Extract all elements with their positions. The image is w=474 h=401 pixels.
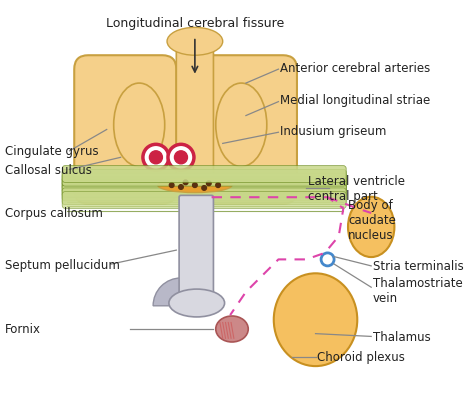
Circle shape — [216, 183, 220, 188]
Circle shape — [143, 145, 169, 171]
FancyBboxPatch shape — [62, 174, 346, 190]
Circle shape — [192, 183, 197, 188]
Text: Body of
caudate
nucleus: Body of caudate nucleus — [348, 198, 396, 241]
Text: Thalamostriate
vein: Thalamostriate vein — [373, 276, 463, 304]
Circle shape — [207, 182, 211, 186]
Text: Lateral ventricle
central part: Lateral ventricle central part — [308, 174, 405, 203]
FancyBboxPatch shape — [74, 56, 176, 204]
Text: Indusium griseum: Indusium griseum — [280, 125, 387, 138]
Circle shape — [202, 186, 207, 191]
Text: Callosal sulcus: Callosal sulcus — [5, 164, 91, 176]
Circle shape — [183, 180, 188, 185]
Ellipse shape — [158, 178, 232, 193]
Text: Stria terminalis: Stria terminalis — [373, 260, 464, 273]
FancyBboxPatch shape — [62, 185, 346, 201]
Ellipse shape — [167, 28, 223, 56]
FancyBboxPatch shape — [62, 177, 346, 194]
Ellipse shape — [348, 197, 394, 257]
Ellipse shape — [169, 290, 225, 317]
FancyBboxPatch shape — [62, 188, 346, 205]
Circle shape — [168, 145, 194, 171]
FancyBboxPatch shape — [62, 166, 346, 183]
FancyBboxPatch shape — [62, 192, 346, 209]
Wedge shape — [153, 278, 181, 306]
FancyBboxPatch shape — [62, 181, 346, 198]
Ellipse shape — [216, 84, 267, 167]
Text: Thalamus: Thalamus — [373, 330, 431, 343]
Text: Septum pellucidum: Septum pellucidum — [5, 258, 119, 271]
Circle shape — [149, 152, 163, 164]
Ellipse shape — [274, 273, 357, 366]
Circle shape — [321, 253, 334, 266]
Text: Medial longitudinal striae: Medial longitudinal striae — [280, 94, 430, 107]
Text: Corpus callosum: Corpus callosum — [5, 207, 102, 220]
Ellipse shape — [216, 316, 248, 342]
Circle shape — [179, 185, 183, 190]
Text: Anterior cerebral arteries: Anterior cerebral arteries — [280, 62, 430, 75]
Text: Fornix: Fornix — [5, 323, 41, 336]
Text: Cingulate gyrus: Cingulate gyrus — [5, 145, 98, 158]
Ellipse shape — [114, 84, 165, 167]
Circle shape — [169, 183, 174, 188]
Circle shape — [174, 152, 187, 164]
Text: Longitudinal cerebral fissure: Longitudinal cerebral fissure — [106, 17, 284, 30]
FancyBboxPatch shape — [176, 33, 213, 190]
FancyBboxPatch shape — [62, 170, 346, 186]
Text: Choroid plexus: Choroid plexus — [318, 350, 405, 363]
FancyBboxPatch shape — [179, 196, 213, 306]
FancyBboxPatch shape — [195, 56, 297, 204]
